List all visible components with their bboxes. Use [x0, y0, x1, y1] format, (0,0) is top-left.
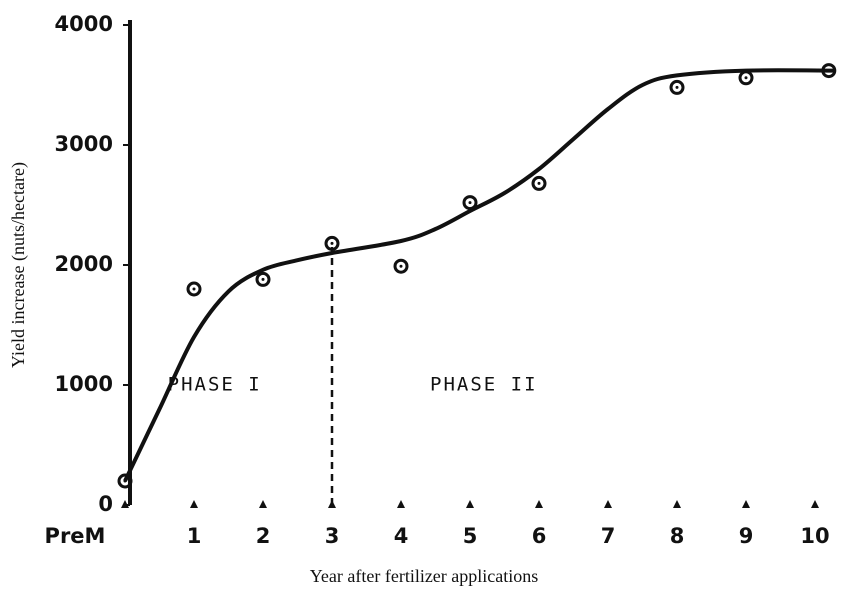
x-tick-label: 2 [256, 524, 271, 548]
y-tick-label: 2000 [55, 252, 113, 276]
point [117, 473, 133, 489]
annotation: PHASE I [168, 374, 262, 396]
y-axis-label: Yield increase (nuts/hectare) [8, 162, 29, 368]
x-tick-label: 8 [670, 524, 685, 548]
x-tick-label: 3 [325, 524, 340, 548]
fit-curve [123, 68, 836, 482]
x-tick [121, 500, 129, 508]
y-tick-label: 3000 [55, 132, 113, 156]
y-tick-label: 1000 [55, 372, 113, 396]
x-tick-label: 10 [800, 524, 829, 548]
point-center [468, 201, 472, 205]
x-tick [466, 500, 474, 508]
x-tick [535, 500, 543, 508]
y-tick-label: 0 [98, 492, 113, 516]
point [462, 195, 478, 211]
point-center [330, 241, 334, 245]
x-tick-label: PreM [45, 524, 106, 548]
point-center [261, 277, 265, 281]
x-tick [259, 500, 267, 508]
x-tick-label: 6 [532, 524, 547, 548]
x-tick-label: 4 [394, 524, 409, 548]
y-tick-label: 4000 [55, 12, 113, 36]
x-tick [190, 500, 198, 508]
point [393, 258, 409, 274]
point-center [537, 181, 541, 185]
x-tick-label: 1 [187, 524, 202, 548]
x-tick-label: 9 [739, 524, 754, 548]
point-center [744, 76, 748, 80]
point-center [675, 85, 679, 89]
point-center [399, 264, 403, 268]
x-tick [811, 500, 819, 508]
x-tick [673, 500, 681, 508]
point [255, 271, 271, 287]
x-axis-label: Year after fertilizer applications [310, 566, 539, 586]
point [531, 175, 547, 191]
x-tick [742, 500, 750, 508]
point [186, 281, 202, 297]
x-tick [604, 500, 612, 508]
point [669, 79, 685, 95]
x-tick-label: 5 [463, 524, 478, 548]
annotation: PHASE II [430, 374, 538, 396]
point-center [192, 287, 196, 291]
x-tick-label: 7 [601, 524, 616, 548]
x-tick [397, 500, 405, 508]
